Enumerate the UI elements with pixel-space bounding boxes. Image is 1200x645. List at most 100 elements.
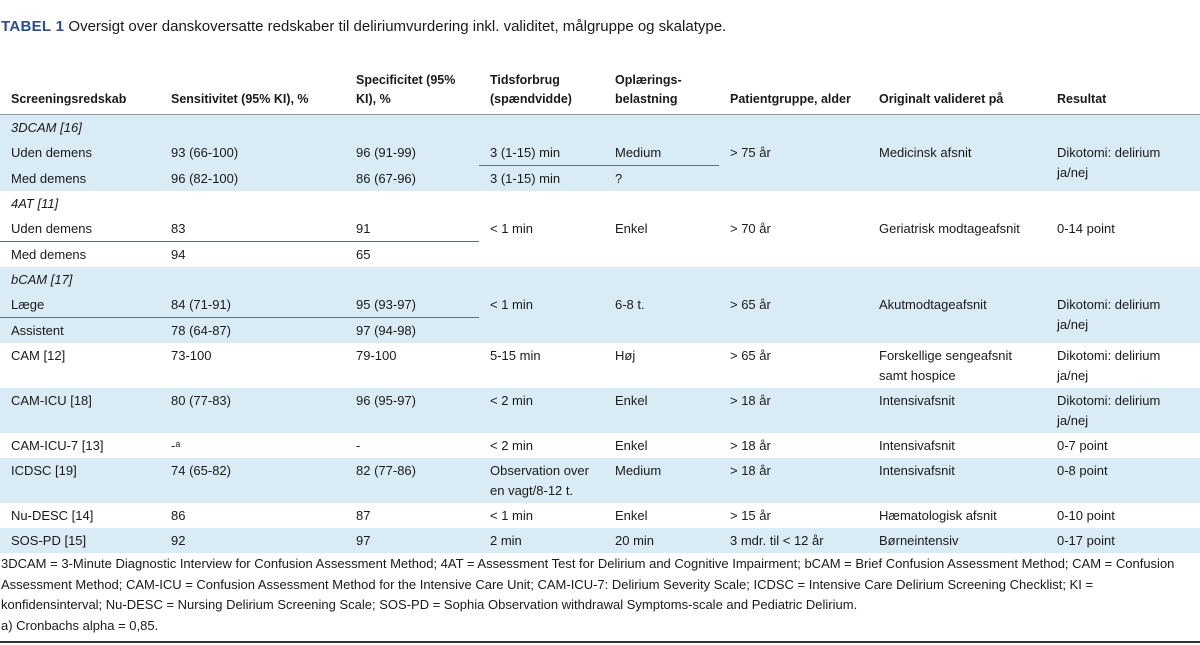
sub-label: Med demens <box>11 170 87 186</box>
validated-cell: Intensivafsnit <box>879 463 955 478</box>
time-cell: Observation over en vagt/8-12 t. <box>490 463 589 498</box>
training-cell: 6-8 t. <box>615 297 645 312</box>
time-cell: < 1 min <box>490 297 533 312</box>
sensitivity-cell: 93 (66-100) <box>171 145 239 160</box>
validated-cell: Geriatrisk modtageafsnit <box>879 221 1020 236</box>
result-cell: 0-14 point <box>1057 221 1115 236</box>
training-cell: Enkel <box>615 508 648 523</box>
group-title-bcam: bCAM [17] <box>11 272 73 287</box>
validated-cell: Intensivafsnit <box>879 393 955 408</box>
age-cell: > 75 år <box>730 145 771 160</box>
table-row: CAM-ICU-7 [13] -ᵃ - < 2 min Enkel > 18 å… <box>0 433 1200 458</box>
tool-cell: Nu-DESC [14] <box>11 508 94 523</box>
age-cell: > 18 år <box>730 438 771 453</box>
time-cell: < 1 min <box>490 508 533 523</box>
sensitivity-cell: 84 (71-91) <box>160 292 345 318</box>
result-cell: Dikotomi: delirium ja/nej <box>1057 145 1161 180</box>
specificity-cell: 87 <box>356 508 371 523</box>
table-row: CAM [12] 73-100 79-100 5-15 min Høj > 65… <box>0 343 1200 388</box>
sensitivity-cell: 94 <box>171 247 186 262</box>
table-row: Læge 84 (71-91) 95 (93-97) < 1 min 6-8 t… <box>0 292 1200 332</box>
training-cell: Medium <box>604 140 719 166</box>
training-cell: Enkel <box>615 221 648 236</box>
sub-label: Uden demens <box>11 145 92 160</box>
table-number: TABEL 1 <box>1 18 65 35</box>
age-cell: > 15 år <box>730 508 771 523</box>
header-patient-group: Patientgruppe, alder <box>730 92 851 106</box>
group-title-4at: 4AT [11] <box>11 196 59 211</box>
header-validated: Originalt valideret på <box>879 92 1004 106</box>
header-time: Tidsforbrug (spændvidde) <box>490 73 572 106</box>
sensitivity-cell: 74 (65-82) <box>171 463 231 478</box>
sensitivity-cell: 80 (77-83) <box>171 393 231 408</box>
training-cell: Medium <box>615 463 662 478</box>
time-cell: 5-15 min <box>490 348 541 363</box>
result-cell: 0-10 point <box>1057 508 1115 523</box>
sub-label: Assistent <box>11 323 64 338</box>
result-cell: Dikotomi: delirium ja/nej <box>1057 348 1161 383</box>
tool-cell: SOS-PD [15] <box>11 533 87 548</box>
table-row: CAM-ICU [18] 80 (77-83) 96 (95-97) < 2 m… <box>0 388 1200 433</box>
age-cell: > 70 år <box>730 221 771 236</box>
group-title-3dcam: 3DCAM [16] <box>11 120 82 135</box>
sensitivity-cell: 83 <box>160 216 345 242</box>
tool-cell: ICDSC [19] <box>11 463 77 478</box>
training-cell: Enkel <box>615 438 648 453</box>
specificity-cell: 96 (91-99) <box>356 145 416 160</box>
validated-cell: Intensivafsnit <box>879 438 955 453</box>
training-cell: ? <box>615 171 623 186</box>
time-cell: < 1 min <box>490 221 533 236</box>
table-row: Uden demens 83 91 < 1 min Enkel > 70 år … <box>0 216 1200 242</box>
table-row: Uden demens 93 (66-100) 96 (91-99) 3 (1-… <box>0 140 1200 180</box>
footnote-a: a) Cronbachs alpha = 0,85. <box>1 617 159 633</box>
table-row: 4AT [11] <box>0 191 1200 216</box>
specificity-cell: 82 (77-86) <box>356 463 416 478</box>
time-cell: < 2 min <box>490 438 533 453</box>
specificity-cell: 96 (95-97) <box>356 393 416 408</box>
specificity-cell: 95 (93-97) <box>345 292 479 318</box>
training-cell: 20 min <box>615 533 655 548</box>
specificity-cell: 91 <box>345 216 479 242</box>
sub-label: Med demens <box>11 247 87 262</box>
bottom-rule <box>0 641 1200 643</box>
table-row: Nu-DESC [14] 86 87 < 1 min Enkel > 15 år… <box>0 503 1200 528</box>
table-row: ICDSC [19] 74 (65-82) 82 (77-86) Observa… <box>0 458 1200 503</box>
validated-cell: Børneintensiv <box>879 533 959 548</box>
specificity-cell: 97 <box>356 533 371 548</box>
validated-cell: Hæmatologisk afsnit <box>879 508 997 523</box>
age-cell: > 18 år <box>730 463 771 478</box>
result-cell: 0-17 point <box>1057 533 1115 548</box>
specificity-cell: 79-100 <box>356 348 397 363</box>
age-cell: 3 mdr. til < 12 år <box>730 533 824 548</box>
tool-cell: CAM-ICU-7 [13] <box>11 438 104 453</box>
header-row: Screeningsredskab Sensitivitet (95% KI),… <box>0 70 1200 115</box>
result-cell: Dikotomi: delirium ja/nej <box>1057 393 1161 428</box>
sensitivity-cell: 78 (64-87) <box>171 323 231 338</box>
validated-cell: Akutmodtageafsnit <box>879 297 987 312</box>
result-cell: Dikotomi: delirium ja/nej <box>1057 297 1161 332</box>
header-training: Oplærings-belastning <box>615 73 682 106</box>
sensitivity-cell: 92 <box>171 533 186 548</box>
table-title: Oversigt over danskoversatte redskaber t… <box>68 18 727 35</box>
time-cell: 2 min <box>490 533 522 548</box>
training-cell: Enkel <box>615 393 648 408</box>
validated-cell: Medicinsk afsnit <box>879 145 972 160</box>
age-cell: > 65 år <box>730 348 771 363</box>
table-row: 3DCAM [16] <box>0 114 1200 140</box>
sensitivity-cell: 96 (82-100) <box>171 170 239 186</box>
result-cell: 0-8 point <box>1057 463 1108 478</box>
training-cell: Høj <box>615 348 636 363</box>
validated-cell: Forskellige sengeafsnit samt hospice <box>879 348 1012 383</box>
sensitivity-cell: -ᵃ <box>171 438 181 453</box>
table-footnotes: 3DCAM = 3-Minute Diagnostic Interview fo… <box>1 554 1196 636</box>
table-row: SOS-PD [15] 92 97 2 min 20 min 3 mdr. ti… <box>0 528 1200 553</box>
sub-label: Læge <box>0 292 160 318</box>
tool-cell: CAM [12] <box>11 348 66 363</box>
table-caption: TABEL 1 Oversigt over danskoversatte red… <box>1 16 1191 37</box>
header-specificity: Specificitet (95% KI), % <box>356 73 456 106</box>
time-cell: 3 (1-15) min <box>479 140 604 166</box>
header-sensitivity: Sensitivitet (95% KI), % <box>171 92 309 106</box>
header-tool: Screeningsredskab <box>11 92 127 106</box>
age-cell: > 65 år <box>730 297 771 312</box>
